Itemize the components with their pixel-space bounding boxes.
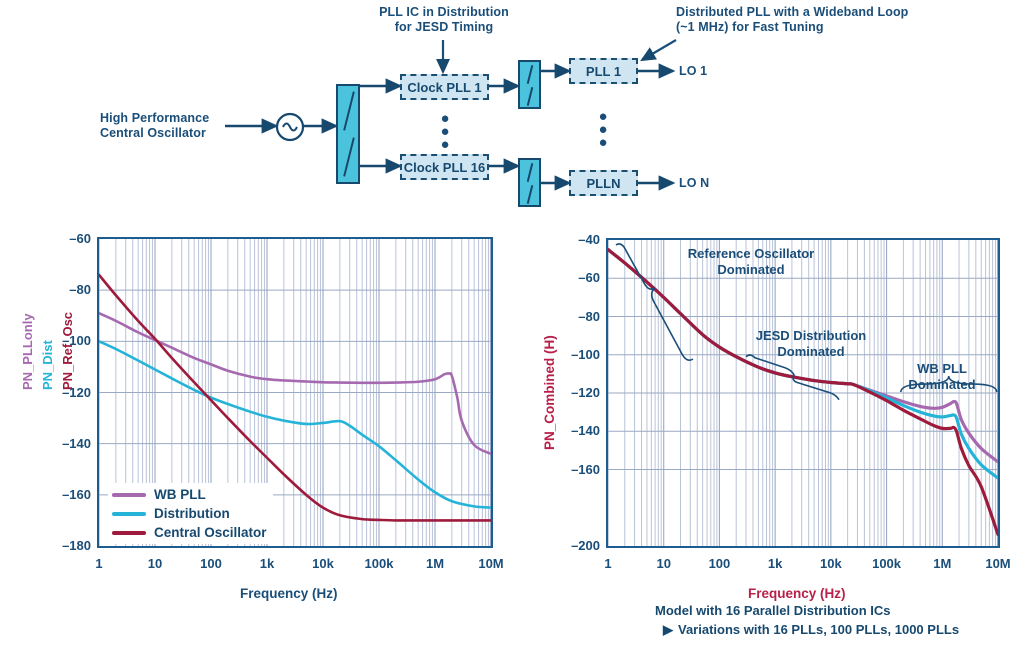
legend-swatch-central-oscillator: [112, 530, 146, 535]
y-tick-label: –140: [62, 435, 91, 451]
annotation-line-2: Dominated: [777, 344, 845, 359]
y-tick-label: –180: [62, 538, 91, 553]
annotation-line-2: Dominated: [717, 262, 785, 277]
y-axis-title-right: PN_Combined (H): [542, 335, 557, 450]
main-distribution-splitter: [336, 84, 360, 184]
y-tick-label: –60: [69, 231, 91, 246]
legend-label-central-oscillator: Central Oscillator: [154, 525, 267, 540]
x-tick-label: 100k: [364, 556, 394, 571]
annotation-distributed-pll: Distributed PLL with a Wideband Loop (~1…: [676, 5, 1016, 35]
y-tick-label: –60: [578, 270, 600, 286]
chart-left-phase-noise: –60 –80 –100 –120 –140 –160 –180 1 10 100 1k 10k 10…: [0, 215, 520, 654]
y-tick-label: –100: [62, 333, 91, 349]
x-tick-label: 10k: [312, 556, 334, 571]
y-tick-label: –120: [571, 385, 600, 400]
block-clock-pll-16[interactable]: Clock PLL 16: [400, 154, 489, 180]
annotation-jesd-distribution-dominated: JESD Distribution Dominated: [735, 328, 887, 360]
legend-item-wb-pll: WB PLL: [112, 485, 267, 504]
annotation-line-1: PLL IC in Distribution: [379, 5, 509, 19]
y-tick-label: –40: [578, 232, 600, 247]
legend-item-central-oscillator: Central Oscillator: [112, 523, 267, 542]
label-line-2: Central Oscillator: [100, 126, 206, 140]
splitter-top: [518, 60, 541, 109]
x-tick-label: 100k: [872, 556, 902, 571]
legend-item-distribution: Distribution: [112, 504, 267, 523]
legend-swatch-wb-pll: [112, 492, 146, 497]
caption-line-2: ▶ Variations with 16 PLLs, 100 PLLs, 100…: [663, 620, 959, 639]
x-axis-title-right: Frequency (Hz): [748, 586, 846, 601]
annotation-pll-ic-jesd: PLL IC in Distribution for JESD Timing: [344, 5, 544, 35]
y-axis-title-part-pn-ref-osc: PN_Ref_Osc: [60, 311, 75, 390]
y-tick-label: –160: [62, 486, 91, 502]
legend-label-wb-pll: WB PLL: [154, 487, 206, 502]
annotation-line-2: for JESD Timing: [394, 20, 494, 34]
chart-right-combined-phase-noise: –40 –60 –80 –100 –120 –140 –160 –200 1 10 100 1k 10…: [520, 215, 1024, 654]
y-tick-label: –200: [571, 538, 600, 553]
caption-line-2-text: Variations with 16 PLLs, 100 PLLs, 1000 …: [678, 622, 960, 637]
plot-area-left: [97, 237, 493, 548]
annotation-line-1: Reference Oscillator: [687, 246, 815, 261]
y-tick-label: –160: [571, 461, 600, 477]
caption-line-1: Model with 16 Parallel Distribution ICs: [655, 603, 891, 618]
y-axis-title-part-pn-pllonly: PN_PLLonly: [20, 313, 35, 390]
annotation-line-1: WB PLL: [917, 361, 967, 376]
block-diagram: PLL IC in Distribution for JESD Timing D…: [0, 0, 1024, 215]
x-tick-label: 10: [656, 556, 671, 571]
x-tick-label: 10M: [985, 556, 1011, 571]
legend-label-distribution: Distribution: [154, 506, 230, 521]
plot-svg-left: [99, 239, 491, 546]
annotation-line-2: (~1 MHz) for Fast Tuning: [676, 20, 824, 34]
annotation-wb-pll-dominated: WB PLL Dominated: [888, 361, 996, 393]
x-axis-title-left: Frequency (Hz): [240, 586, 338, 601]
block-clock-pll-1[interactable]: Clock PLL 1: [400, 74, 489, 100]
label-central-oscillator: High Performance Central Oscillator: [100, 111, 230, 141]
annotation-line-1: Distributed PLL with a Wideband Loop: [676, 5, 909, 19]
x-tick-label: 100: [200, 556, 222, 571]
x-tick-label: 10M: [478, 556, 504, 571]
x-tick-label: 1k: [259, 556, 275, 571]
splitter-bottom: [518, 158, 541, 207]
label-line-1: High Performance: [100, 111, 210, 125]
annotation-line-1: JESD Distribution: [755, 328, 867, 343]
vertical-ellipsis-clock: ● ● ●: [440, 110, 450, 153]
x-tick-label: 10: [147, 556, 163, 571]
annotation-reference-oscillator-dominated: Reference Oscillator Dominated: [671, 246, 831, 278]
y-axis-title-part-pn-dist: PN_Dist: [40, 340, 55, 390]
block-pll-n[interactable]: PLLN: [569, 170, 638, 196]
label-lo-1: LO 1: [679, 64, 708, 78]
x-tick-label: 100: [708, 556, 731, 571]
y-tick-label: –120: [62, 384, 91, 400]
x-tick-label: 1M: [425, 556, 445, 571]
label-lo-n: LO N: [679, 176, 710, 190]
y-tick-label: –100: [571, 346, 600, 362]
block-diagram-connectors: [225, 39, 677, 191]
vertical-ellipsis-pll: ● ● ●: [598, 108, 608, 151]
y-tick-label: –80: [578, 308, 600, 324]
annotation-line-2: Dominated: [908, 377, 976, 392]
y-tick-label: –140: [571, 423, 600, 439]
plot-area-right: [606, 238, 1000, 548]
x-tick-label: 1: [95, 556, 103, 571]
sine-oscillator-icon: [276, 112, 305, 142]
legend-swatch-distribution: [112, 511, 146, 516]
block-pll-1[interactable]: PLL 1: [569, 58, 638, 84]
x-tick-label: 10k: [819, 556, 842, 571]
plot-svg-right: [608, 240, 998, 546]
x-tick-label: 1M: [933, 556, 952, 571]
caption-bullet-icon: ▶: [663, 622, 673, 637]
x-tick-label: 1k: [767, 556, 783, 571]
x-tick-label: 1: [604, 556, 612, 571]
legend-left: WB PLL Distribution Central Oscillator: [108, 483, 273, 544]
y-tick-label: –80: [69, 282, 91, 298]
